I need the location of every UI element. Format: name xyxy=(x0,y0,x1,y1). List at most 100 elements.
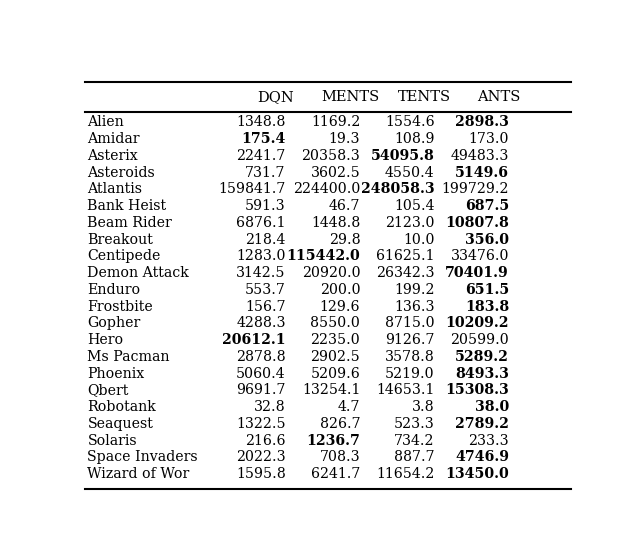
Text: 199729.2: 199729.2 xyxy=(442,182,509,196)
Text: 2022.3: 2022.3 xyxy=(236,450,286,464)
Text: Solaris: Solaris xyxy=(88,434,137,448)
Text: 8550.0: 8550.0 xyxy=(310,316,360,330)
Text: 1236.7: 1236.7 xyxy=(307,434,360,448)
Text: 826.7: 826.7 xyxy=(319,417,360,431)
Text: 2878.8: 2878.8 xyxy=(236,350,286,364)
Text: Breakout: Breakout xyxy=(88,233,154,247)
Text: 15308.3: 15308.3 xyxy=(445,383,509,397)
Text: 2241.7: 2241.7 xyxy=(236,149,286,163)
Text: Enduro: Enduro xyxy=(88,283,141,297)
Text: 61625.1: 61625.1 xyxy=(376,249,435,263)
Text: 708.3: 708.3 xyxy=(319,450,360,464)
Text: 175.4: 175.4 xyxy=(241,132,286,146)
Text: 20920.0: 20920.0 xyxy=(301,266,360,280)
Text: Asteroids: Asteroids xyxy=(88,166,155,180)
Text: 2898.3: 2898.3 xyxy=(455,116,509,129)
Text: 54095.8: 54095.8 xyxy=(371,149,435,163)
Text: 46.7: 46.7 xyxy=(329,199,360,213)
Text: 2123.0: 2123.0 xyxy=(385,216,435,230)
Text: 3.8: 3.8 xyxy=(412,400,435,414)
Text: 3142.5: 3142.5 xyxy=(236,266,286,280)
Text: Space Invaders: Space Invaders xyxy=(88,450,198,464)
Text: 1448.8: 1448.8 xyxy=(311,216,360,230)
Text: 10.0: 10.0 xyxy=(403,233,435,247)
Text: 5289.2: 5289.2 xyxy=(455,350,509,364)
Text: 9691.7: 9691.7 xyxy=(236,383,286,397)
Text: 200.0: 200.0 xyxy=(319,283,360,297)
Text: 8493.3: 8493.3 xyxy=(455,367,509,381)
Text: 70401.9: 70401.9 xyxy=(445,266,509,280)
Text: 651.5: 651.5 xyxy=(465,283,509,297)
Text: 553.7: 553.7 xyxy=(245,283,286,297)
Text: 248058.3: 248058.3 xyxy=(361,182,435,196)
Text: 159841.7: 159841.7 xyxy=(218,182,286,196)
Text: Ms Pacman: Ms Pacman xyxy=(88,350,170,364)
Text: 687.5: 687.5 xyxy=(465,199,509,213)
Text: 2789.2: 2789.2 xyxy=(455,417,509,431)
Text: 5149.6: 5149.6 xyxy=(455,166,509,180)
Text: Qbert: Qbert xyxy=(88,383,129,397)
Text: 1283.0: 1283.0 xyxy=(236,249,286,263)
Text: 3602.5: 3602.5 xyxy=(310,166,360,180)
Text: Atlantis: Atlantis xyxy=(88,182,143,196)
Text: 156.7: 156.7 xyxy=(245,300,286,314)
Text: Seaquest: Seaquest xyxy=(88,417,154,431)
Text: Centipede: Centipede xyxy=(88,249,161,263)
Text: MENTS: MENTS xyxy=(321,90,380,104)
Text: Demon Attack: Demon Attack xyxy=(88,266,189,280)
Text: 523.3: 523.3 xyxy=(394,417,435,431)
Text: 11654.2: 11654.2 xyxy=(376,467,435,481)
Text: Hero: Hero xyxy=(88,333,124,347)
Text: 26342.3: 26342.3 xyxy=(376,266,435,280)
Text: Frostbite: Frostbite xyxy=(88,300,153,314)
Text: Asterix: Asterix xyxy=(88,149,138,163)
Text: 199.2: 199.2 xyxy=(394,283,435,297)
Text: 9126.7: 9126.7 xyxy=(385,333,435,347)
Text: 734.2: 734.2 xyxy=(394,434,435,448)
Text: 5060.4: 5060.4 xyxy=(236,367,286,381)
Text: 49483.3: 49483.3 xyxy=(451,149,509,163)
Text: Alien: Alien xyxy=(88,116,124,129)
Text: 13450.0: 13450.0 xyxy=(445,467,509,481)
Text: 14653.1: 14653.1 xyxy=(376,383,435,397)
Text: Bank Heist: Bank Heist xyxy=(88,199,166,213)
Text: 5209.6: 5209.6 xyxy=(310,367,360,381)
Text: 4550.4: 4550.4 xyxy=(385,166,435,180)
Text: 32.8: 32.8 xyxy=(254,400,286,414)
Text: 10209.2: 10209.2 xyxy=(445,316,509,330)
Text: 1348.8: 1348.8 xyxy=(236,116,286,129)
Text: 33476.0: 33476.0 xyxy=(451,249,509,263)
Text: 887.7: 887.7 xyxy=(394,450,435,464)
Text: 108.9: 108.9 xyxy=(394,132,435,146)
Text: 6876.1: 6876.1 xyxy=(236,216,286,230)
Text: 13254.1: 13254.1 xyxy=(302,383,360,397)
Text: 1322.5: 1322.5 xyxy=(236,417,286,431)
Text: 20599.0: 20599.0 xyxy=(451,333,509,347)
Text: 115442.0: 115442.0 xyxy=(287,249,360,263)
Text: 1554.6: 1554.6 xyxy=(385,116,435,129)
Text: ANTS: ANTS xyxy=(477,90,521,104)
Text: TENTS: TENTS xyxy=(398,90,451,104)
Text: 2902.5: 2902.5 xyxy=(310,350,360,364)
Text: 3578.8: 3578.8 xyxy=(385,350,435,364)
Text: 1169.2: 1169.2 xyxy=(311,116,360,129)
Text: 218.4: 218.4 xyxy=(246,233,286,247)
Text: Phoenix: Phoenix xyxy=(88,367,145,381)
Text: Wizard of Wor: Wizard of Wor xyxy=(88,467,189,481)
Text: 29.8: 29.8 xyxy=(328,233,360,247)
Text: 20612.1: 20612.1 xyxy=(222,333,286,347)
Text: 233.3: 233.3 xyxy=(468,434,509,448)
Text: 8715.0: 8715.0 xyxy=(385,316,435,330)
Text: 20358.3: 20358.3 xyxy=(301,149,360,163)
Text: Beam Rider: Beam Rider xyxy=(88,216,172,230)
Text: 591.3: 591.3 xyxy=(245,199,286,213)
Text: 216.6: 216.6 xyxy=(245,434,286,448)
Text: 224400.0: 224400.0 xyxy=(293,182,360,196)
Text: 4746.9: 4746.9 xyxy=(455,450,509,464)
Text: 38.0: 38.0 xyxy=(475,400,509,414)
Text: Amidar: Amidar xyxy=(88,132,140,146)
Text: 10807.8: 10807.8 xyxy=(445,216,509,230)
Text: 1595.8: 1595.8 xyxy=(236,467,286,481)
Text: DQN: DQN xyxy=(257,90,294,104)
Text: 5219.0: 5219.0 xyxy=(385,367,435,381)
